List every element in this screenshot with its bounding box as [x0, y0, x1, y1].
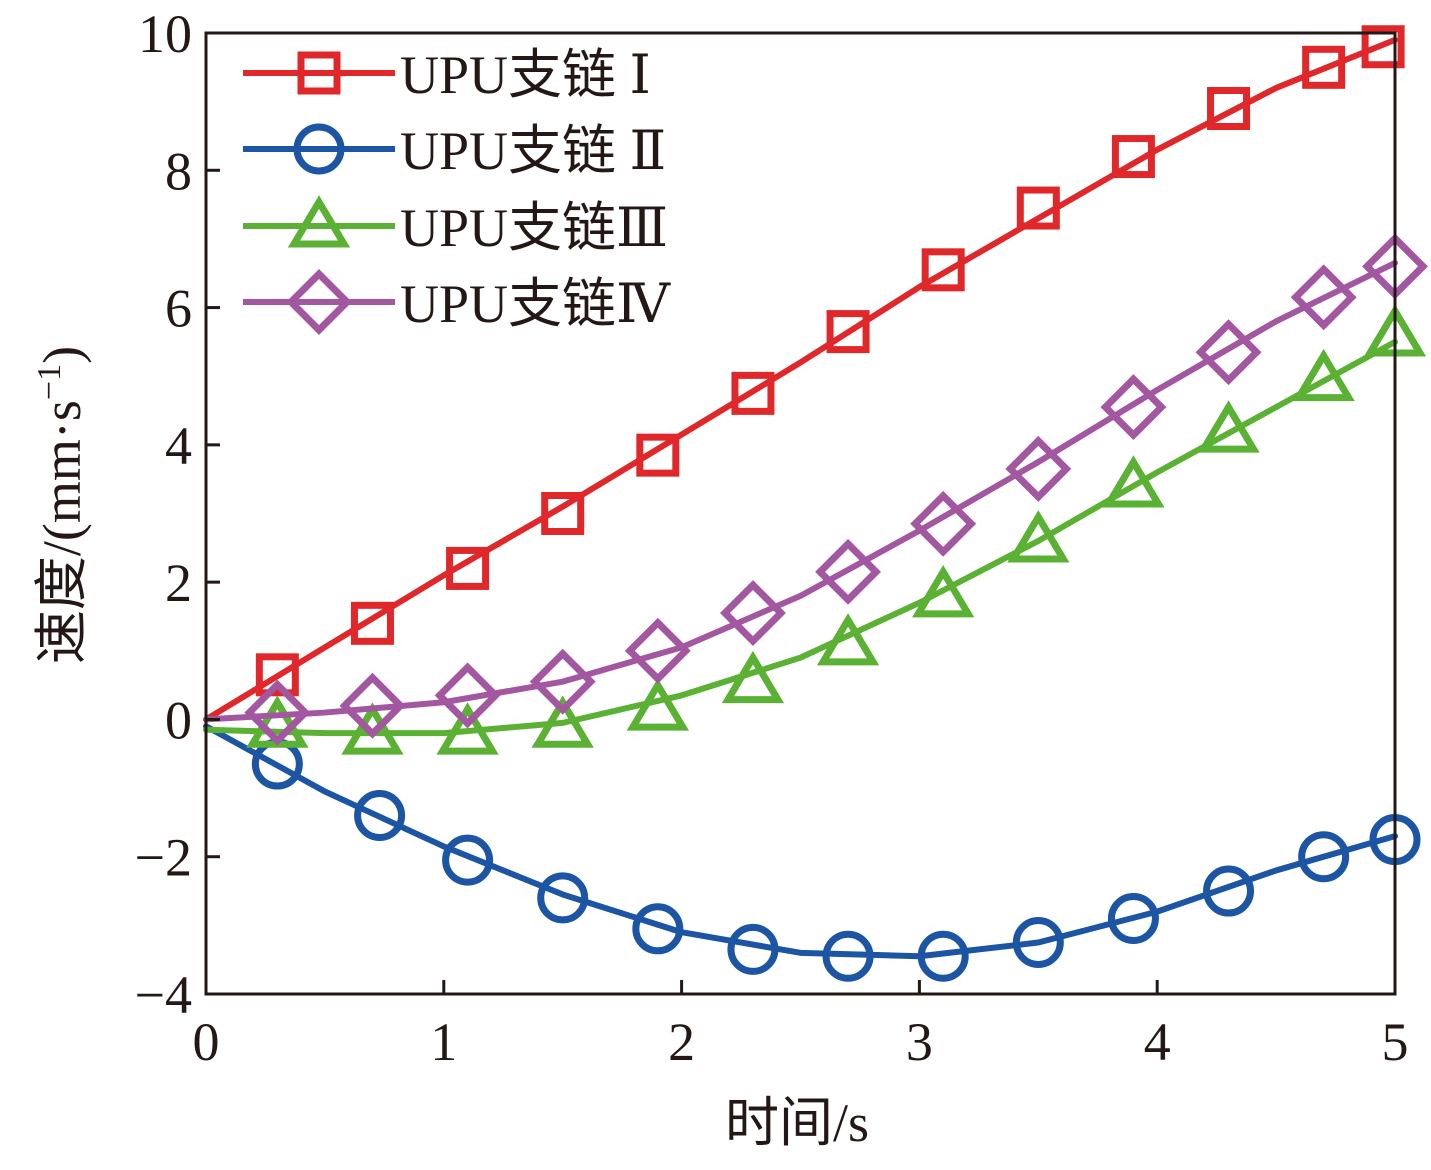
series-2-point: [442, 834, 494, 886]
series-1-point: [350, 601, 394, 645]
series-2: [203, 723, 1421, 982]
series-3-point: [531, 695, 594, 748]
series-layer: [203, 25, 1428, 982]
series-3-point: [721, 650, 785, 704]
series-2-point: [917, 930, 969, 982]
series-1-point: [826, 310, 870, 354]
series-1: [203, 25, 1405, 723]
series-1-point: [1207, 87, 1251, 131]
series-1-point: [731, 371, 775, 415]
legend-label: UPU支链 Ⅱ: [400, 121, 666, 181]
series-3-point: [1197, 400, 1260, 453]
y-tick-label: 0: [165, 690, 192, 750]
legend-label: UPU支链Ⅳ: [400, 274, 671, 334]
series-3-point: [1102, 455, 1165, 508]
series-4-point: [719, 580, 786, 646]
series-4-point: [529, 648, 596, 715]
series-3-line: [203, 338, 1398, 737]
y-tick-label: −4: [135, 965, 192, 1025]
x-tick-label: 1: [430, 1012, 457, 1072]
x-tick-label: 2: [668, 1012, 695, 1072]
series-4-point: [1195, 319, 1262, 386]
series-1-point: [255, 653, 299, 697]
series-3-point: [436, 702, 499, 755]
series-1-line: [203, 36, 1398, 723]
legend-label: UPU支链 Ⅰ: [400, 45, 651, 105]
x-tick-label: 5: [1382, 1012, 1409, 1072]
series-1-point: [1361, 25, 1405, 69]
series-1-point: [921, 248, 965, 292]
series-2-point: [354, 790, 406, 842]
y-tick-label: 6: [165, 279, 192, 339]
legend-marker: [287, 195, 351, 248]
series-2-point: [537, 872, 589, 924]
series-4-point: [434, 662, 501, 729]
x-axis-title: 时间/s: [725, 1093, 869, 1153]
series-4-point: [815, 538, 882, 605]
x-tick-label: 4: [1144, 1012, 1171, 1072]
y-axis-title-close: ): [32, 346, 92, 364]
legend-label: UPU支链Ⅲ: [400, 198, 668, 258]
series-4-point: [1290, 264, 1357, 331]
series-2-line: [203, 723, 1398, 960]
series-3-point: [912, 565, 975, 618]
series-4-point: [1100, 374, 1167, 441]
series-1-point: [446, 546, 490, 590]
series-2-point: [822, 930, 874, 982]
series-4-point: [244, 679, 311, 746]
plot-frame: [204, 31, 1397, 996]
series-1-point: [1111, 135, 1155, 179]
legend-item-2: UPU支链 Ⅱ: [243, 121, 666, 181]
series-3-point: [1292, 348, 1355, 402]
y-axis-title-main: 速度/(mm·s: [32, 400, 92, 664]
series-2-point: [1203, 865, 1255, 917]
y-tick-label: 10: [138, 4, 192, 64]
series-1-point: [1302, 45, 1346, 89]
axes-layer: 0 1 2 3 4 5 −4 −2 0 2 4 6 8 10: [135, 4, 1409, 1072]
series-2-point: [727, 923, 779, 975]
series-3-point: [1007, 510, 1070, 563]
series-2-point: [632, 903, 684, 955]
series-3-point: [341, 702, 404, 755]
series-4: [203, 233, 1428, 746]
series-4-point: [624, 617, 691, 684]
series-4-point: [1005, 435, 1072, 502]
legend-marker: [286, 269, 352, 335]
legend-marker: [293, 123, 345, 175]
series-1-point: [636, 433, 680, 477]
series-2-point: [1012, 917, 1064, 969]
series-3: [203, 304, 1427, 755]
y-tick-label: −2: [135, 828, 192, 888]
y-axis-title: 速度/(mm·s−1): [31, 346, 92, 664]
series-2-point: [1107, 892, 1159, 944]
series-3-point: [816, 613, 880, 666]
series-1-point: [1016, 186, 1060, 230]
y-tick-label: 4: [165, 416, 192, 476]
legend-item-3: UPU支链Ⅲ: [243, 195, 668, 258]
series-4-point: [339, 672, 406, 739]
legend-item-4: UPU支链Ⅳ: [243, 269, 671, 335]
y-axis-title-superscript: −1: [31, 364, 68, 400]
series-1-point: [541, 492, 585, 535]
series-2-point: [1298, 831, 1350, 883]
y-tick-label: 2: [165, 553, 192, 613]
y-tick-label: 8: [165, 141, 192, 201]
legend-marker: [297, 51, 341, 95]
series-4-point: [910, 490, 977, 557]
x-tick-label: 0: [193, 1012, 220, 1072]
legend: UPU支链 Ⅰ UPU支链 Ⅱ UPU支链Ⅲ UPU支链Ⅳ: [243, 45, 671, 335]
series-3-point: [626, 678, 689, 731]
legend-item-1: UPU支链 Ⅰ: [243, 45, 651, 105]
x-tick-label: 3: [906, 1012, 933, 1072]
